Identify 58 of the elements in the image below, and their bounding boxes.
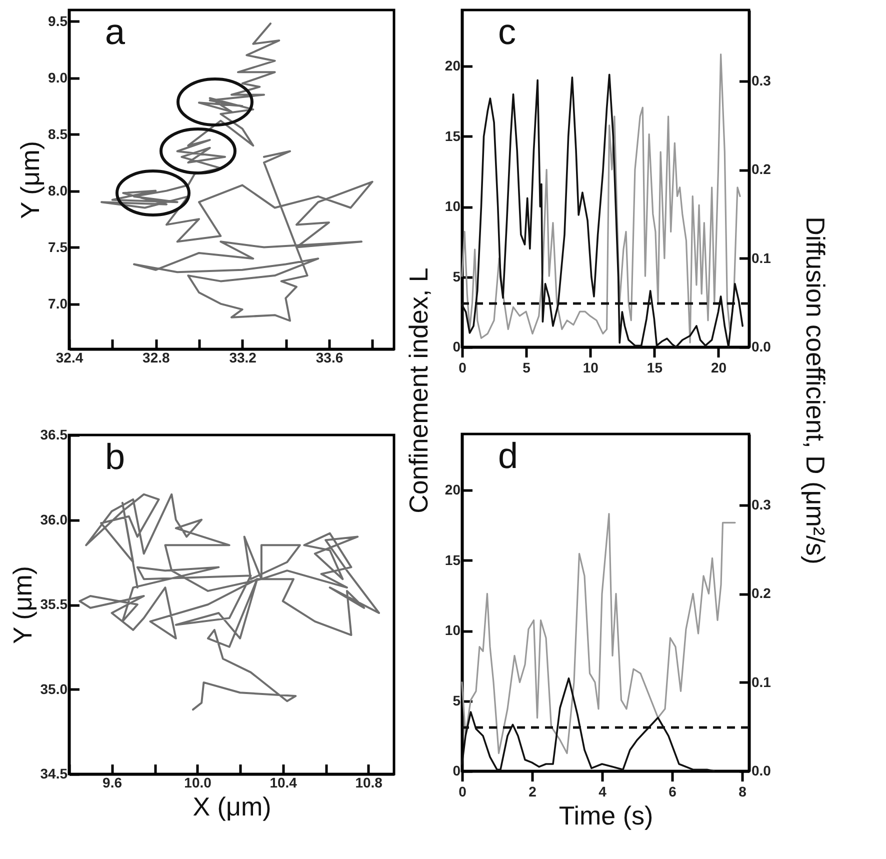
y2-tick-label: 0.3 — [752, 72, 772, 88]
x-tick-label: 6 — [668, 784, 677, 800]
y-tick-label: 35.0 — [40, 680, 68, 697]
x-axis-title: X (μm) — [192, 792, 272, 822]
y-tick-label: 15 — [444, 552, 461, 568]
annotation: b — [105, 436, 126, 477]
x-tick-label: 8 — [738, 784, 747, 800]
y-tick-label: 9.5 — [48, 12, 68, 29]
y2-tick-label: 0.2 — [752, 161, 772, 178]
y-axis-title: Y (μm) — [15, 140, 46, 220]
y-tick-label: 36.5 — [40, 426, 68, 442]
x-tick-label: 32.4 — [56, 350, 84, 366]
x-tick-label: 10.8 — [355, 774, 383, 790]
y-tick-label: 36.0 — [40, 511, 68, 528]
y2-tick-label: 0.0 — [752, 338, 772, 354]
y2-tick-label: 0.3 — [752, 496, 772, 512]
y-tick-label: 8.0 — [48, 182, 68, 198]
y-tick-label: 9.0 — [48, 69, 68, 86]
y2-axis-title: Diffusion coefficient, D (μm²/s) — [800, 216, 830, 564]
x-tick-label: 33.2 — [229, 350, 257, 366]
x-tick-label: 10.4 — [270, 774, 298, 790]
y-tick-label: 10 — [444, 198, 461, 214]
y-tick-label: 34.5 — [40, 766, 68, 782]
x-tick-label: 5 — [522, 360, 531, 376]
annotation: a — [105, 11, 126, 52]
annotation: d — [498, 435, 518, 476]
y2-tick-label: 0.2 — [752, 585, 772, 602]
y-tick-label: 0 — [452, 762, 461, 778]
y-tick-label: 15 — [444, 128, 461, 144]
line-series — [461, 513, 736, 754]
y-tick-label: 20 — [444, 482, 461, 498]
line-series — [78, 493, 380, 711]
x-tick-label: 2 — [528, 784, 537, 800]
y-tick-label: 7.5 — [48, 238, 68, 255]
x-tick-label: 10 — [582, 360, 599, 376]
x-tick-label: 33.6 — [316, 350, 344, 366]
x-tick-label: 15 — [646, 360, 663, 376]
x-tick-label: 4 — [598, 784, 607, 800]
y-tick-label: 10 — [444, 622, 461, 638]
y-tick-label: 5 — [452, 268, 461, 284]
x-axis-title: Time (s) — [558, 800, 654, 830]
x-tick-label: 20 — [710, 360, 727, 376]
y-axis-title: Confinement index, L — [404, 268, 434, 514]
y-tick-label: 8.5 — [48, 126, 68, 142]
x-tick-label: 10.0 — [184, 774, 212, 790]
y-tick-label: 20 — [444, 58, 461, 74]
y2-tick-label: 0.1 — [752, 674, 772, 690]
y-tick-label: 5 — [452, 692, 461, 708]
annotation: c — [498, 11, 516, 52]
y2-tick-label: 0.1 — [752, 250, 772, 266]
y2-tick-label: 0.0 — [752, 762, 772, 778]
y-tick-label: 35.5 — [40, 596, 68, 612]
line-series — [100, 22, 374, 322]
x-tick-label: 9.6 — [102, 774, 122, 790]
y-tick-label: 0 — [452, 338, 461, 354]
y-axis-title: Y (μm) — [7, 566, 38, 644]
x-tick-label: 32.8 — [142, 350, 170, 366]
y-tick-label: 7.0 — [48, 295, 68, 312]
